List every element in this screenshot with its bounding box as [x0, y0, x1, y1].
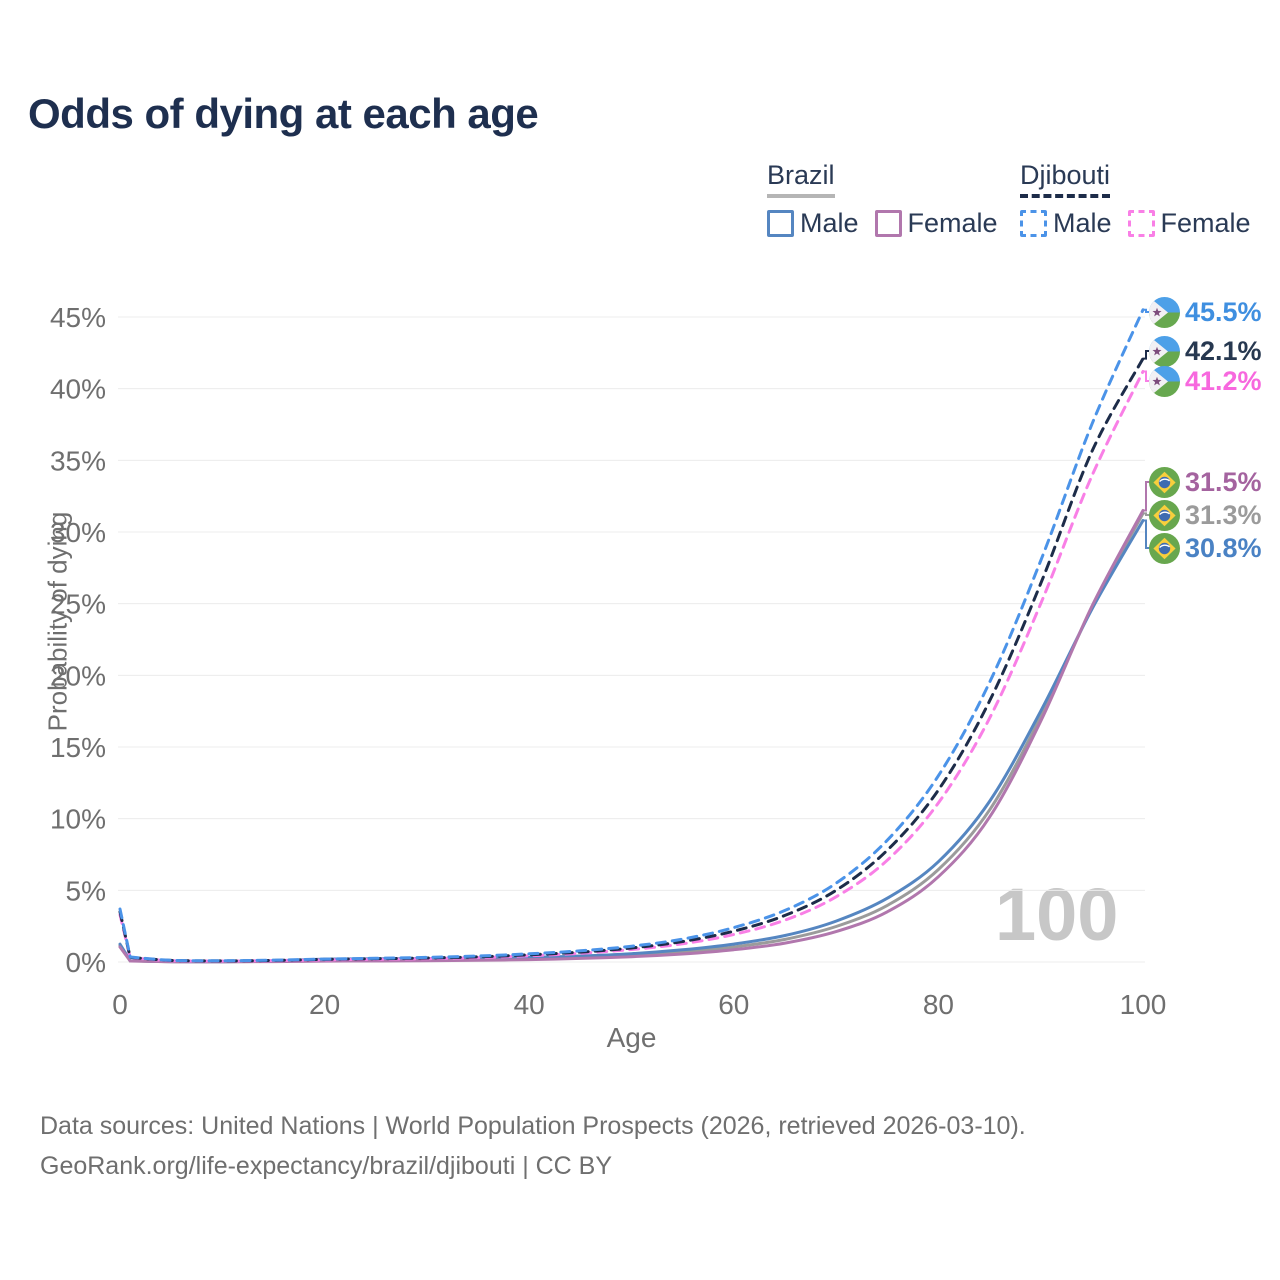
djibouti-flag-icon	[1149, 335, 1180, 367]
end-label-connectors	[1143, 308, 1151, 549]
end-label-brazil-male: 30.8%	[1149, 531, 1262, 565]
curve-br_male[interactable]	[118, 519, 1145, 964]
footer-line2: GeoRank.org/life-expectancy/brazil/djibo…	[40, 1152, 613, 1180]
end-value: 45.5%	[1185, 296, 1262, 327]
gridlines: 0% 5% 10% 15% 20% 25% 30% 35% 40% 45% 0 20 40 60 80 100	[50, 302, 1166, 1020]
djibouti-flag-icon	[1149, 296, 1180, 328]
end-label-brazil-female: 31.5%	[1149, 465, 1262, 499]
legend-item-djibouti-female[interactable]: Female	[1127, 208, 1251, 239]
y-tick-label: 20%	[50, 660, 106, 691]
y-tick-label: 35%	[50, 445, 106, 476]
brazil-flag-icon	[1149, 466, 1180, 498]
y-tick-label: 10%	[50, 804, 106, 835]
y-tick-label: 45%	[50, 302, 106, 333]
end-value: 30.8%	[1185, 532, 1262, 563]
legend-djibouti-title[interactable]: Djibouti	[1020, 160, 1111, 198]
legend-item-djibouti-male[interactable]: Male	[1020, 208, 1112, 239]
x-tick-label: 20	[309, 989, 340, 1020]
legend-swatch-dashed-icon	[1020, 210, 1047, 237]
curves[interactable]	[118, 308, 1145, 964]
brazil-flag-icon	[1149, 532, 1180, 564]
x-tick-label: 60	[718, 989, 749, 1020]
djibouti-flag-icon	[1149, 365, 1180, 397]
x-tick-label: 80	[923, 989, 954, 1020]
end-label-djibouti-both: 42.1%	[1149, 334, 1262, 368]
end-label-djibouti-female: 41.2%	[1149, 364, 1262, 398]
footer-line1: Data sources: United Nations | World Pop…	[40, 1112, 1026, 1140]
legend-group-djibouti: Djibouti Male Female	[1020, 160, 1267, 239]
legend-label: Male	[800, 208, 859, 238]
legend-label: Female	[907, 208, 998, 238]
curve-br_both[interactable]	[118, 511, 1145, 964]
legend-brazil-title[interactable]: Brazil	[767, 160, 835, 198]
legend-swatch-solid-icon	[767, 210, 794, 237]
end-value: 31.3%	[1185, 499, 1262, 530]
end-value: 42.1%	[1185, 335, 1262, 366]
legend-item-brazil-male[interactable]: Male	[767, 208, 859, 239]
curve-dj_both[interactable]	[118, 357, 1145, 963]
x-tick-label: 0	[112, 989, 128, 1020]
end-value: 41.2%	[1185, 365, 1262, 396]
x-tick-label: 100	[1120, 989, 1167, 1020]
y-tick-label: 25%	[50, 589, 106, 620]
end-label-brazil-both: 31.3%	[1149, 498, 1262, 532]
y-tick-label: 40%	[50, 374, 106, 405]
end-label-djibouti-male: 45.5%	[1149, 295, 1262, 329]
data-source-footer: Data sources: United Nations | World Pop…	[40, 1106, 1026, 1186]
legend-group-brazil: Brazil Male Female	[767, 160, 1014, 239]
legend-item-brazil-female[interactable]: Female	[874, 208, 998, 239]
legend-label: Female	[1160, 208, 1251, 238]
brazil-flag-icon	[1149, 499, 1180, 531]
x-tick-label: 40	[514, 989, 545, 1020]
y-tick-label: 0%	[66, 947, 106, 978]
legend-swatch-dashed-icon	[1127, 210, 1155, 237]
x-axis-label: Age	[606, 1022, 657, 1053]
curve-dj_male[interactable]	[118, 308, 1145, 963]
end-value: 31.5%	[1185, 466, 1262, 497]
page-title: Odds of dying at each age	[28, 90, 539, 137]
hovered-age-indicator: 100	[995, 873, 1119, 956]
curve-br_female[interactable]	[118, 509, 1145, 964]
y-tick-label: 30%	[50, 517, 106, 548]
legend-label: Male	[1053, 208, 1112, 238]
legend-swatch-solid-icon	[874, 210, 902, 237]
y-tick-label: 5%	[66, 875, 106, 906]
y-tick-label: 15%	[50, 732, 106, 763]
